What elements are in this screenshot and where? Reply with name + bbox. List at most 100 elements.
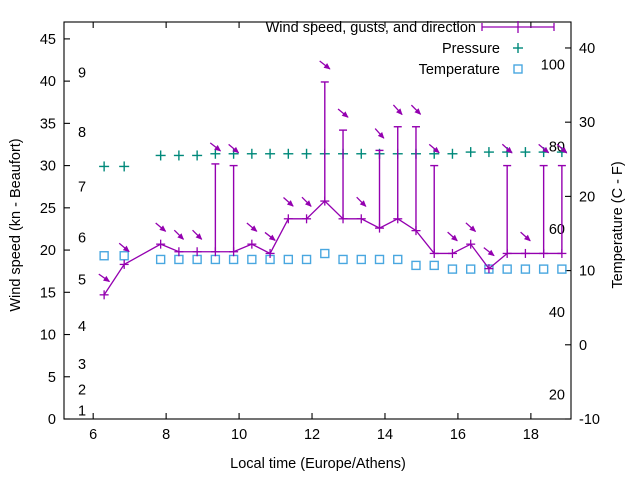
gust-bar	[211, 163, 220, 252]
gust-bar	[430, 164, 439, 254]
beaufort-label: 8	[78, 125, 86, 141]
wind-direction-arrows	[98, 60, 568, 283]
y2-tick-label: 0	[579, 338, 587, 354]
gust-bar	[375, 149, 384, 229]
wind-speed-marker	[229, 247, 239, 257]
wind-direction-arrow	[118, 242, 130, 253]
temperature-marker	[301, 254, 312, 265]
wind-speed-marker	[520, 248, 530, 258]
beaufort-label: 3	[78, 357, 86, 373]
pressure-marker	[301, 148, 312, 159]
beaufort-label: 6	[78, 230, 86, 246]
legend-entry: Pressure	[442, 41, 523, 57]
fahrenheit-label: 20	[549, 388, 565, 404]
beaufort-label: 1	[78, 404, 86, 420]
wind-direction-arrow	[392, 104, 403, 116]
temperature-marker	[374, 254, 385, 265]
wind-direction-arrow	[98, 273, 111, 283]
wind-direction-arrow	[319, 60, 331, 70]
y-axis-title: Wind speed (kn - Beaufort)	[8, 138, 24, 311]
legend-entry: Wind speed, gusts, and direction	[266, 20, 555, 36]
wind-speed-marker	[447, 248, 457, 258]
y-tick-label: 45	[40, 32, 56, 48]
temperature-marker	[520, 264, 531, 274]
temperature-marker	[338, 254, 348, 265]
y2-axis-title: Temperature (C - F)	[610, 161, 626, 288]
y2-tick-label: 20	[579, 189, 595, 205]
pressure-marker	[483, 147, 494, 158]
wind-direction-arrow	[374, 128, 385, 139]
temperature-marker	[538, 264, 549, 274]
wind-gust-bars	[211, 81, 566, 254]
wind-direction-arrow	[209, 142, 222, 152]
pressure-marker	[356, 148, 367, 159]
pressure-marker	[447, 148, 458, 159]
temperature-marker	[557, 264, 567, 274]
y-tick-label: 5	[48, 370, 56, 386]
fahrenheit-label: 40	[549, 305, 565, 321]
temperature-marker	[465, 264, 476, 274]
wind-direction-arrow	[192, 229, 203, 240]
plot-frame	[63, 21, 572, 420]
wind-speed-marker	[247, 239, 257, 249]
y2-tick-label: 40	[579, 41, 595, 57]
wind-speed-marker	[99, 290, 109, 300]
legend-label: Temperature	[419, 62, 500, 78]
x-axis-title: Local time (Europe/Athens)	[230, 456, 406, 472]
pressure-marker	[210, 148, 221, 159]
wind-direction-arrow	[556, 143, 568, 154]
fahrenheit-label: 60	[549, 222, 565, 238]
temperature-series	[99, 248, 567, 274]
wind-direction-arrow	[538, 143, 550, 154]
wind-direction-arrow	[483, 247, 495, 257]
x-axis-ticks: 6 8 10 12 14 16 18	[89, 22, 539, 443]
y-axis-ticks-knots: 0 5 10 15 20 25 30 35 40 45	[40, 32, 70, 428]
wind-direction-arrow	[465, 222, 477, 232]
temperature-marker	[447, 264, 458, 274]
x-tick-label: 14	[377, 427, 393, 443]
beaufort-label: 7	[78, 180, 86, 196]
wind-speed-marker	[265, 248, 275, 258]
wind-direction-arrow	[228, 143, 240, 154]
beaufort-label: 4	[78, 319, 86, 335]
x-tick-label: 10	[231, 427, 247, 443]
temperature-marker	[429, 260, 439, 271]
temperature-marker	[155, 254, 166, 265]
wind-direction-arrow	[283, 196, 294, 207]
legend-label: Wind speed, gusts, and direction	[266, 20, 476, 36]
wind-direction-arrow	[155, 222, 167, 232]
y2-axis-ticks-celsius: -10 0 10 20 30 40	[565, 41, 600, 428]
temperature-marker	[247, 254, 257, 265]
wind-speed-marker	[466, 239, 476, 249]
pressure-marker	[99, 161, 110, 172]
pressure-marker	[119, 161, 130, 172]
wind-direction-arrow	[447, 231, 458, 242]
wind-speed-marker	[502, 248, 512, 258]
wind-direction-arrow	[264, 231, 276, 241]
gust-bar	[320, 81, 329, 202]
y2-tick-label: 10	[579, 264, 595, 280]
y-tick-label: 35	[40, 116, 56, 132]
wind-direction-arrow	[246, 222, 258, 232]
y-tick-label: 0	[48, 412, 56, 428]
pressure-marker	[265, 148, 276, 159]
wind-direction-arrow	[301, 196, 312, 207]
temperature-marker	[99, 251, 109, 261]
y2-tick-label: -10	[579, 412, 600, 428]
pressure-marker	[465, 147, 476, 158]
beaufort-inner-labels: 1 2 3 4 5 6 7 8 9	[78, 66, 86, 420]
wind-speed-marker	[539, 248, 549, 258]
wind-speed-marker	[320, 196, 330, 206]
pressure-marker	[520, 147, 531, 158]
y-tick-label: 15	[40, 285, 56, 301]
gust-bar	[557, 164, 566, 254]
beaufort-label: 5	[78, 273, 86, 289]
temperature-marker	[320, 248, 330, 259]
y-tick-label: 30	[40, 159, 56, 175]
wind-speed-marker	[192, 247, 202, 257]
gust-bar	[339, 129, 348, 219]
wind-direction-arrow	[501, 143, 513, 154]
